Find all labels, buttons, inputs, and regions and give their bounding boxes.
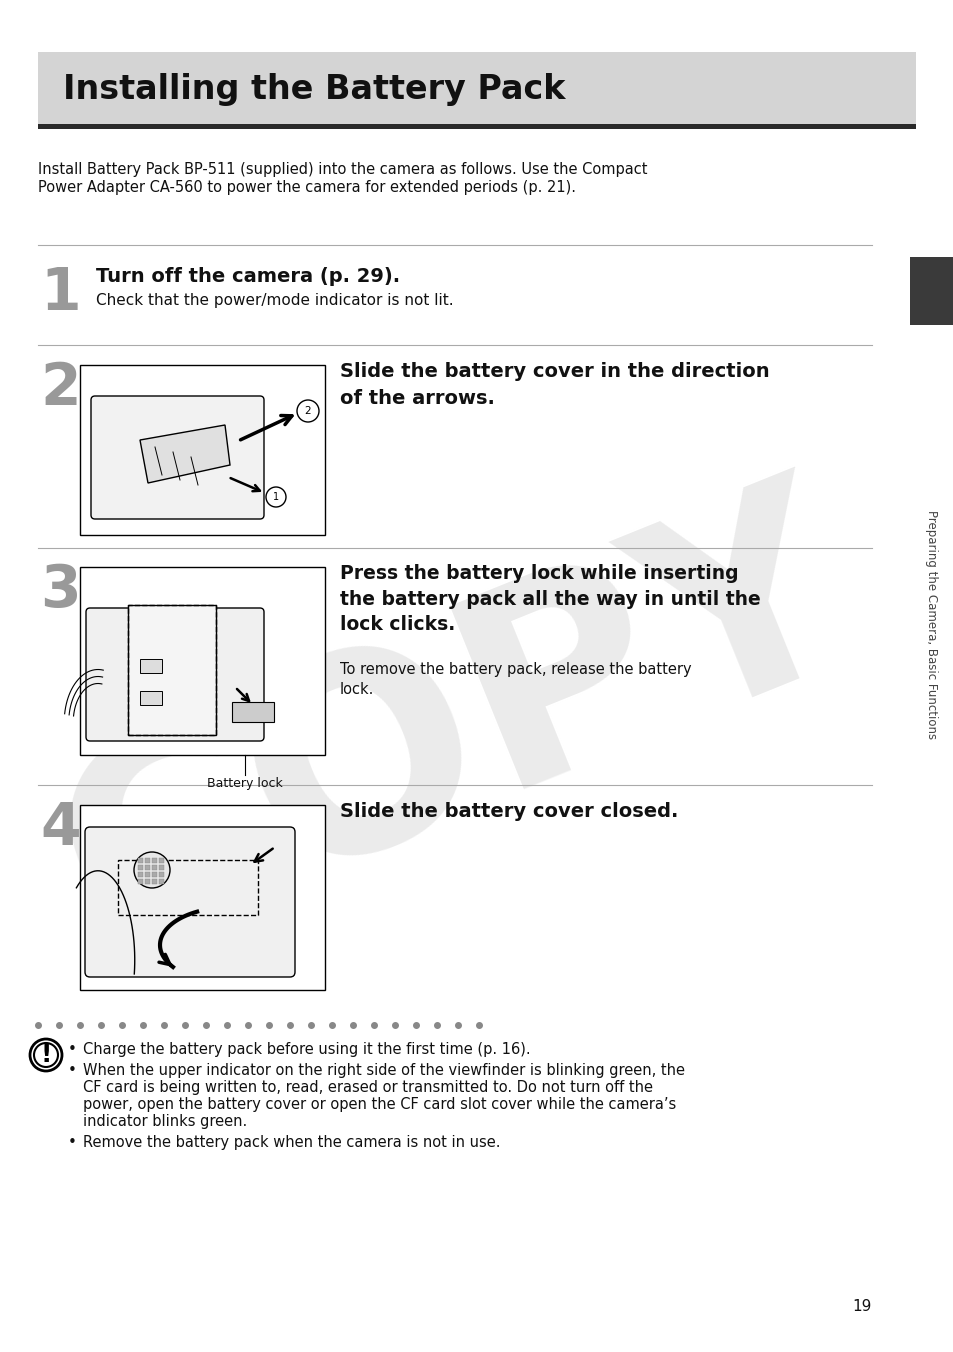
Bar [80, 804, 325, 990]
Text: power, open the battery cover or open the CF card slot cover while the camera’s: power, open the battery cover or open th… [83, 1096, 676, 1111]
Text: 1: 1 [273, 492, 279, 502]
Text: Battery lock: Battery lock [207, 777, 283, 790]
Bar [128, 604, 215, 735]
Bar [159, 865, 164, 869]
Bar [232, 702, 274, 722]
Bar [159, 879, 164, 884]
Text: Install Battery Pack BP-511 (supplied) into the camera as follows. Use the Compa: Install Battery Pack BP-511 (supplied) i… [38, 162, 647, 177]
Text: •: • [68, 1063, 77, 1078]
Text: •: • [68, 1134, 77, 1151]
Text: CF card is being written to, read, erased or transmitted to. Do not turn off the: CF card is being written to, read, erase… [83, 1080, 652, 1095]
Bar [145, 859, 150, 863]
Bar [128, 604, 215, 735]
Text: 1: 1 [40, 265, 81, 322]
FancyBboxPatch shape [85, 827, 294, 977]
Text: Slide the battery cover closed.: Slide the battery cover closed. [339, 802, 678, 821]
Bar [145, 879, 150, 884]
Text: 19: 19 [852, 1299, 871, 1314]
Text: Press the battery lock while inserting
the battery pack all the way in until the: Press the battery lock while inserting t… [339, 564, 760, 634]
Bar [80, 566, 325, 754]
Circle shape [34, 1042, 58, 1067]
Bar [140, 658, 162, 673]
Text: Slide the battery cover in the direction
of the arrows.: Slide the battery cover in the direction… [339, 362, 769, 407]
Bar [38, 124, 915, 128]
Text: Installing the Battery Pack: Installing the Battery Pack [63, 73, 565, 105]
Text: When the upper indicator on the right side of the viewfinder is blinking green, : When the upper indicator on the right si… [83, 1063, 684, 1078]
Circle shape [266, 487, 286, 507]
FancyBboxPatch shape [86, 608, 264, 741]
Circle shape [30, 1038, 62, 1071]
Text: To remove the battery pack, release the battery
lock.: To remove the battery pack, release the … [339, 662, 691, 698]
Text: Power Adapter CA-560 to power the camera for extended periods (p. 21).: Power Adapter CA-560 to power the camera… [38, 180, 576, 195]
Text: •: • [68, 1042, 77, 1057]
Bar [118, 860, 257, 915]
Text: COPY: COPY [26, 454, 887, 1006]
Text: Check that the power/mode indicator is not lit.: Check that the power/mode indicator is n… [96, 293, 453, 308]
Text: indicator blinks green.: indicator blinks green. [83, 1114, 247, 1129]
Text: 2: 2 [304, 406, 311, 416]
Text: !: ! [40, 1042, 51, 1067]
Bar [152, 859, 157, 863]
Bar [38, 51, 915, 124]
Bar [138, 872, 143, 877]
Bar [909, 257, 953, 324]
Bar [152, 865, 157, 869]
Text: 2: 2 [40, 360, 81, 416]
Bar [138, 859, 143, 863]
Text: Turn off the camera (p. 29).: Turn off the camera (p. 29). [96, 266, 399, 287]
Bar [138, 879, 143, 884]
Circle shape [296, 400, 318, 422]
Bar [138, 865, 143, 869]
Text: 4: 4 [40, 800, 81, 857]
Bar [152, 872, 157, 877]
Bar [140, 691, 162, 704]
Text: Preparing the Camera, Basic Functions: Preparing the Camera, Basic Functions [924, 511, 938, 740]
Text: Remove the battery pack when the camera is not in use.: Remove the battery pack when the camera … [83, 1134, 500, 1151]
Text: Charge the battery pack before using it the first time (p. 16).: Charge the battery pack before using it … [83, 1042, 530, 1057]
Bar [159, 859, 164, 863]
Bar [159, 872, 164, 877]
Bar [145, 865, 150, 869]
Bar [80, 365, 325, 535]
Polygon shape [140, 425, 230, 483]
Circle shape [133, 852, 170, 888]
FancyBboxPatch shape [91, 396, 264, 519]
Bar [145, 872, 150, 877]
Text: 3: 3 [40, 562, 81, 619]
Bar [152, 879, 157, 884]
